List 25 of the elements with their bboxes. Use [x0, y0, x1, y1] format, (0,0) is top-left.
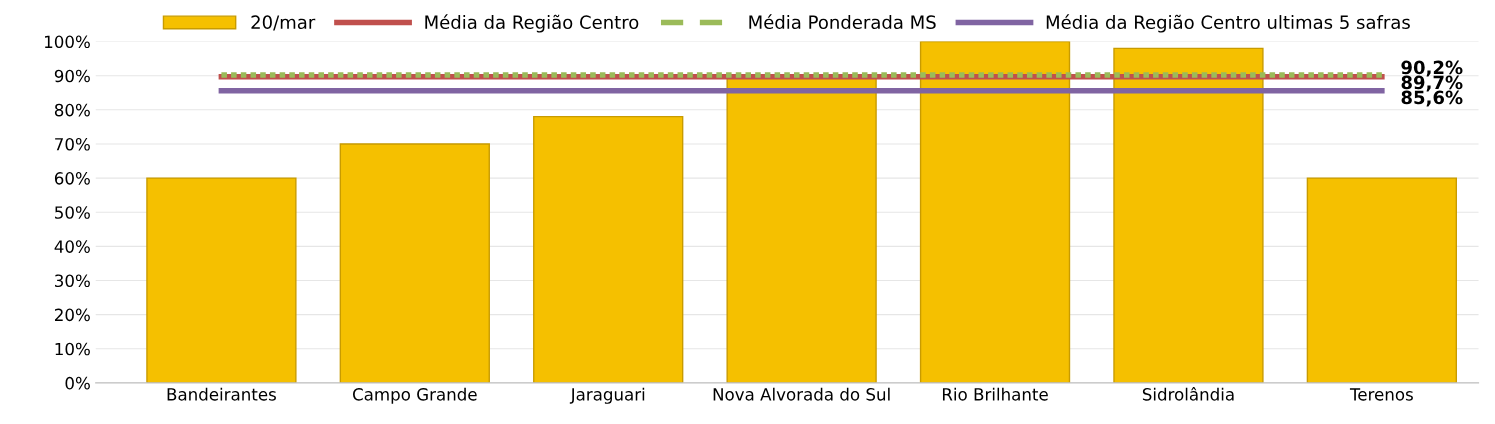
x-tick-label: Rio Brilhante — [942, 387, 1048, 401]
y-tick-label: 0% — [65, 376, 90, 390]
legend-label: Média da Região Centro — [425, 14, 639, 33]
y-tick-label: 40% — [54, 240, 90, 253]
x-tick-label: Nova Alvorada do Sul — [713, 387, 890, 401]
data-label: 90,2% — [1401, 60, 1463, 77]
x-tick-label: Jaraguari — [569, 387, 645, 404]
data-label: 85,6% — [1401, 90, 1463, 107]
legend-label: Média Ponderada MS — [749, 14, 936, 30]
y-tick-label: 70% — [55, 137, 90, 151]
data-label: 89,7% — [1401, 75, 1463, 92]
legend-label: 20/mar — [251, 15, 316, 31]
y-tick-label: 10% — [55, 342, 90, 356]
x-tick-label: Sidrolândia — [1142, 387, 1234, 401]
x-tick-label: Terenos — [1349, 388, 1413, 401]
x-tick-label: Campo Grande — [352, 387, 477, 404]
y-tick-label: 100% — [45, 35, 90, 49]
y-tick-label: 80% — [54, 103, 90, 117]
x-tick-label: Bandeirantes — [167, 387, 276, 401]
y-tick-label: 20% — [55, 308, 90, 322]
y-tick-label: 50% — [55, 206, 90, 219]
legend-label: Média da Região Centro ultimas 5 safras — [1046, 14, 1410, 33]
y-tick-label: 60% — [54, 172, 90, 185]
y-tick-label: 90% — [54, 69, 90, 83]
y-tick-label: 30% — [55, 274, 90, 288]
